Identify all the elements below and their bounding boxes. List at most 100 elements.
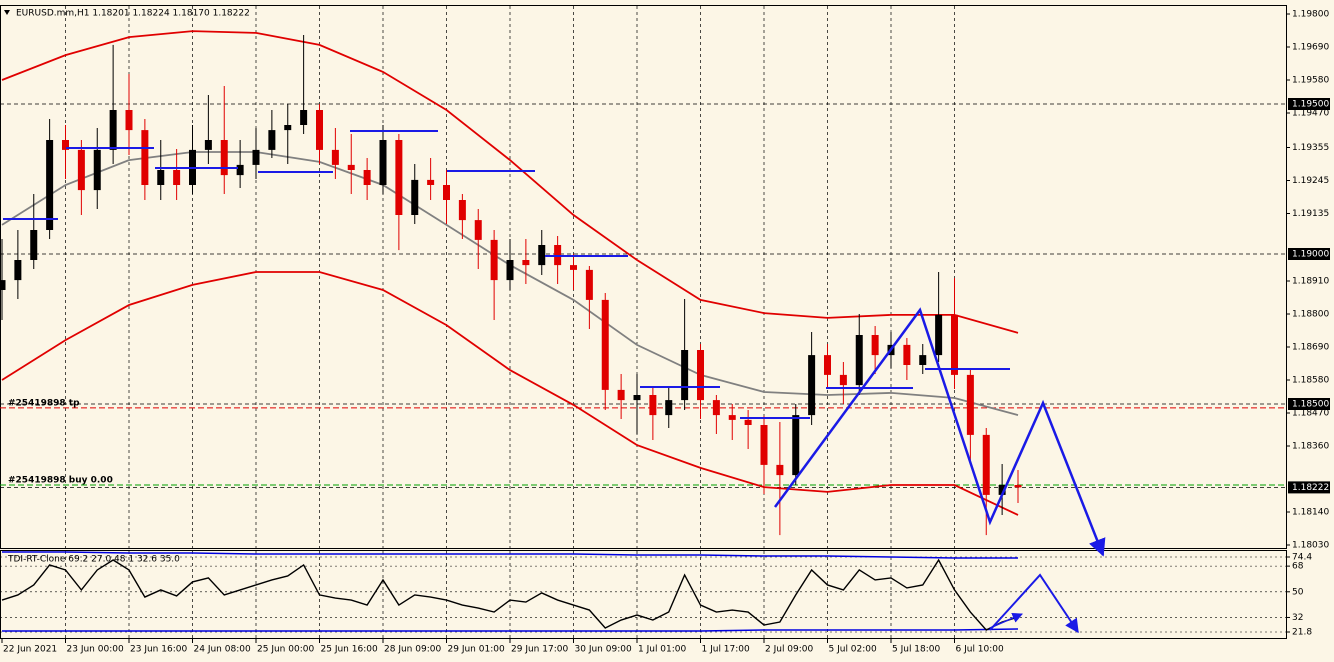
x-tick-label: 25 Jun 00:00 [257, 645, 314, 655]
overlay-line [1, 30, 1019, 334]
candle-body [538, 245, 546, 266]
x-tick-label: 1 Jul 17:00 [702, 645, 751, 655]
x-tick-label: 1 Jul 01:00 [638, 645, 687, 655]
x-tick-label: 23 Jun 16:00 [130, 645, 187, 655]
candle-body [77, 149, 85, 191]
price-level-box [1288, 98, 1330, 110]
candle-body [935, 314, 943, 356]
candle-body [331, 149, 339, 165]
price-level-box [1288, 481, 1330, 494]
y-tick-label: 1.18800 [1292, 310, 1329, 320]
indicator-title: TDI-RT-Clone 69.2 27.0 48.1 32.6 35.0 [7, 555, 180, 565]
projection-arrow [773, 307, 1106, 557]
overlay-line [1, 271, 1019, 516]
candle-body [458, 200, 466, 221]
y-tick-label: 1.19580 [1292, 76, 1329, 86]
candle-body [903, 344, 911, 365]
candle-body [839, 374, 847, 386]
y-tick-label: 1.19245 [1292, 176, 1329, 186]
indicator-tick-label: 68 [1292, 562, 1304, 572]
candle-body [728, 415, 736, 420]
order-label: #25419898 buy 0.00 [8, 476, 113, 486]
candle-body [157, 170, 165, 185]
y-tick-label: 1.18360 [1292, 442, 1329, 452]
candle-body [30, 230, 38, 260]
indicator-tick-label: 21.8 [1292, 628, 1312, 638]
candle-body [665, 400, 673, 416]
candle-body [998, 485, 1006, 495]
candle-body [776, 464, 784, 476]
x-tick-label: 29 Jun 17:00 [511, 645, 568, 655]
candle-body [204, 140, 212, 150]
price-level-label: 1.18500 [1292, 400, 1329, 410]
indicator-tick-label: 32 [1292, 613, 1303, 623]
candle-body [585, 269, 593, 300]
candle-body [14, 260, 22, 281]
candle-body [125, 110, 133, 131]
chart-title: EURUSD.mm,H1 1.18201 1.18224 1.18170 1.1… [16, 9, 250, 19]
price-level-label: 1.18222 [1292, 483, 1329, 493]
title-menu-icon [4, 10, 10, 15]
price-panel [0, 5, 1287, 549]
y-tick-label: 1.19355 [1292, 143, 1329, 153]
candle-body [808, 355, 816, 416]
candle-body [1014, 485, 1022, 488]
support-resistance-lines [3, 130, 1010, 419]
x-tick-label: 29 Jun 01:00 [448, 645, 505, 655]
order-label: #25419898 tp [8, 398, 80, 408]
x-tick-label: 23 Jun 00:00 [67, 645, 124, 655]
x-tick-label: 5 Jul 18:00 [892, 645, 941, 655]
x-tick-label: 5 Jul 02:00 [829, 645, 878, 655]
indicator-arrow-small [989, 612, 1023, 629]
candle-body [363, 170, 371, 185]
indicator-tick-label: 74.4 [1292, 552, 1312, 562]
candle-body [93, 149, 101, 191]
candle-body [427, 179, 435, 185]
candle-body [649, 395, 657, 416]
candle-body [411, 179, 419, 215]
x-tick-label: 30 Jun 09:00 [575, 645, 632, 655]
candle-body [760, 425, 768, 465]
candle-body [712, 400, 720, 416]
candle-body [0, 280, 6, 290]
price-level-box [1288, 248, 1330, 260]
candle-body [316, 110, 323, 150]
candle-body [871, 335, 879, 356]
candle-body [855, 335, 863, 386]
candle-body [697, 350, 704, 401]
candle-body [395, 140, 403, 215]
y-tick-label: 1.18690 [1292, 343, 1329, 353]
indicator-band [2, 551, 1018, 559]
candle-body [570, 265, 577, 270]
candle-body [46, 140, 54, 230]
candle-body [744, 419, 752, 425]
candle-body [681, 350, 689, 401]
candle-body [236, 164, 244, 176]
candle-body [966, 374, 974, 435]
candle-body [109, 110, 117, 150]
x-tick-label: 2 Jul 09:00 [765, 645, 814, 655]
indicator-line [1, 558, 1019, 631]
candle-body [300, 110, 308, 125]
y-tick-label: 1.18580 [1292, 376, 1329, 386]
candle-body [173, 170, 181, 185]
price-level-label: 1.19000 [1292, 250, 1329, 260]
indicator-arrow [989, 573, 1079, 634]
price-level-box [1288, 398, 1330, 410]
y-tick-label: 1.18140 [1292, 508, 1329, 518]
candle-body [617, 389, 625, 401]
drawings [3, 130, 1106, 634]
candle-body [62, 140, 69, 150]
price-level-label: 1.19500 [1292, 100, 1329, 110]
y-tick-label: 1.18030 [1292, 541, 1329, 551]
candle-body [220, 140, 228, 176]
indicator-tick-label: 50 [1292, 587, 1304, 597]
candle-body [268, 130, 276, 150]
x-tick-label: 24 Jun 08:00 [194, 645, 251, 655]
x-tick-label: 22 Jun 2021 [3, 645, 57, 655]
candle-body [141, 130, 149, 185]
y-tick-label: 1.19690 [1292, 43, 1329, 53]
